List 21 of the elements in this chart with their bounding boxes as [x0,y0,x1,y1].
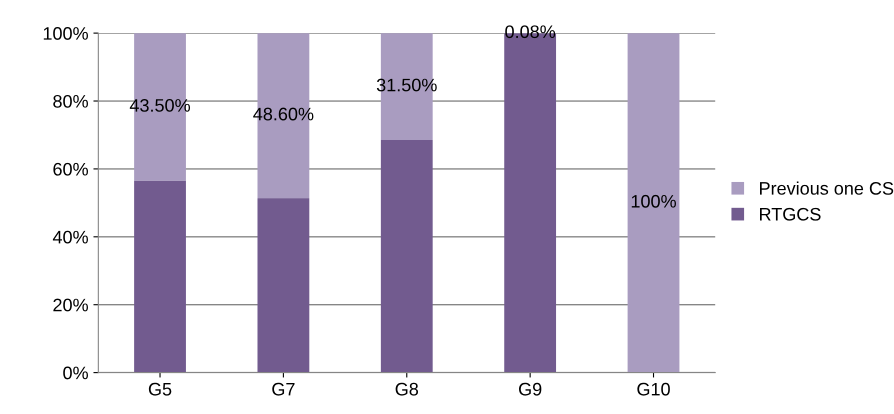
legend-label: RTGCS [760,208,821,221]
y-tick-label: 40% [52,230,88,244]
x-tick-label: G8 [396,382,418,396]
bar [134,180,186,373]
data-label: 43.50% [130,99,190,112]
bar [257,198,310,373]
x-tick-label: G7 [272,382,295,396]
y-tick-label: 60% [53,162,88,176]
x-tick-label: G9 [519,382,542,396]
y-tick-label: 80% [53,94,88,108]
data-label: 31.50% [376,78,437,92]
y-tick-label: 20% [53,298,88,312]
x-tick-label: G5 [148,382,172,396]
y-tick-label: 0% [63,366,88,380]
data-label: 100% [632,194,676,208]
bar [380,140,433,373]
data-label: 48.60% [253,108,314,120]
y-tick-label: 100% [44,27,88,40]
x-tick-label: G10 [637,382,670,396]
bar [628,33,680,373]
legend-label: Previous one CS [760,182,894,195]
